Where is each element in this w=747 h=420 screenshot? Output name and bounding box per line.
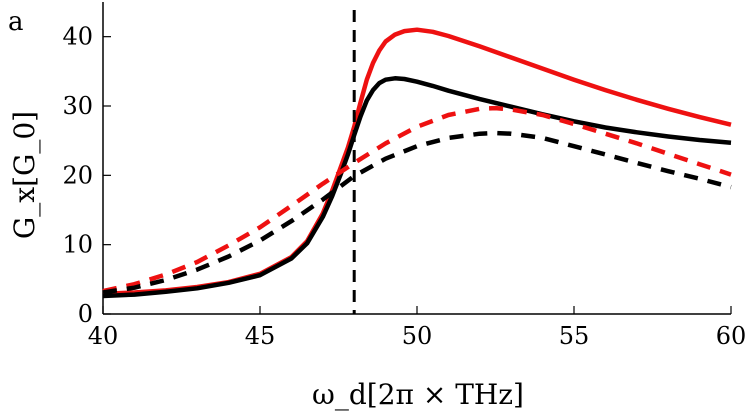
y-tick-label: 40 [62, 23, 93, 51]
series-line-4 [102, 130, 732, 295]
x-tick-label: 60 [716, 322, 747, 350]
panel-label: a [8, 7, 24, 37]
x-tick-label: 40 [88, 322, 119, 350]
y-tick-label: 20 [62, 161, 93, 189]
y-tick-label: 30 [62, 92, 93, 120]
y-axis-label: G_x[G_0] [8, 111, 41, 239]
x-tick-label: 50 [402, 322, 433, 350]
x-axis-label-text: ω_d[2π × THz] [312, 378, 524, 411]
series-line-1 [102, 27, 732, 297]
y-tick-label: 10 [62, 231, 93, 259]
series-line-3 [102, 105, 732, 294]
series-layer [102, 27, 732, 299]
y-tick-label: 0 [78, 300, 93, 328]
x-tick-label: 45 [245, 322, 276, 350]
x-tick-label: 55 [559, 322, 590, 350]
ticks-layer: 40 45 50 55 60 0 10 20 30 40 [62, 23, 746, 350]
series-line-2 [102, 76, 732, 299]
y-axis-label-text: G_x[G_0] [8, 111, 41, 239]
x-axis-label: ω_d[2π × THz] [312, 378, 524, 411]
